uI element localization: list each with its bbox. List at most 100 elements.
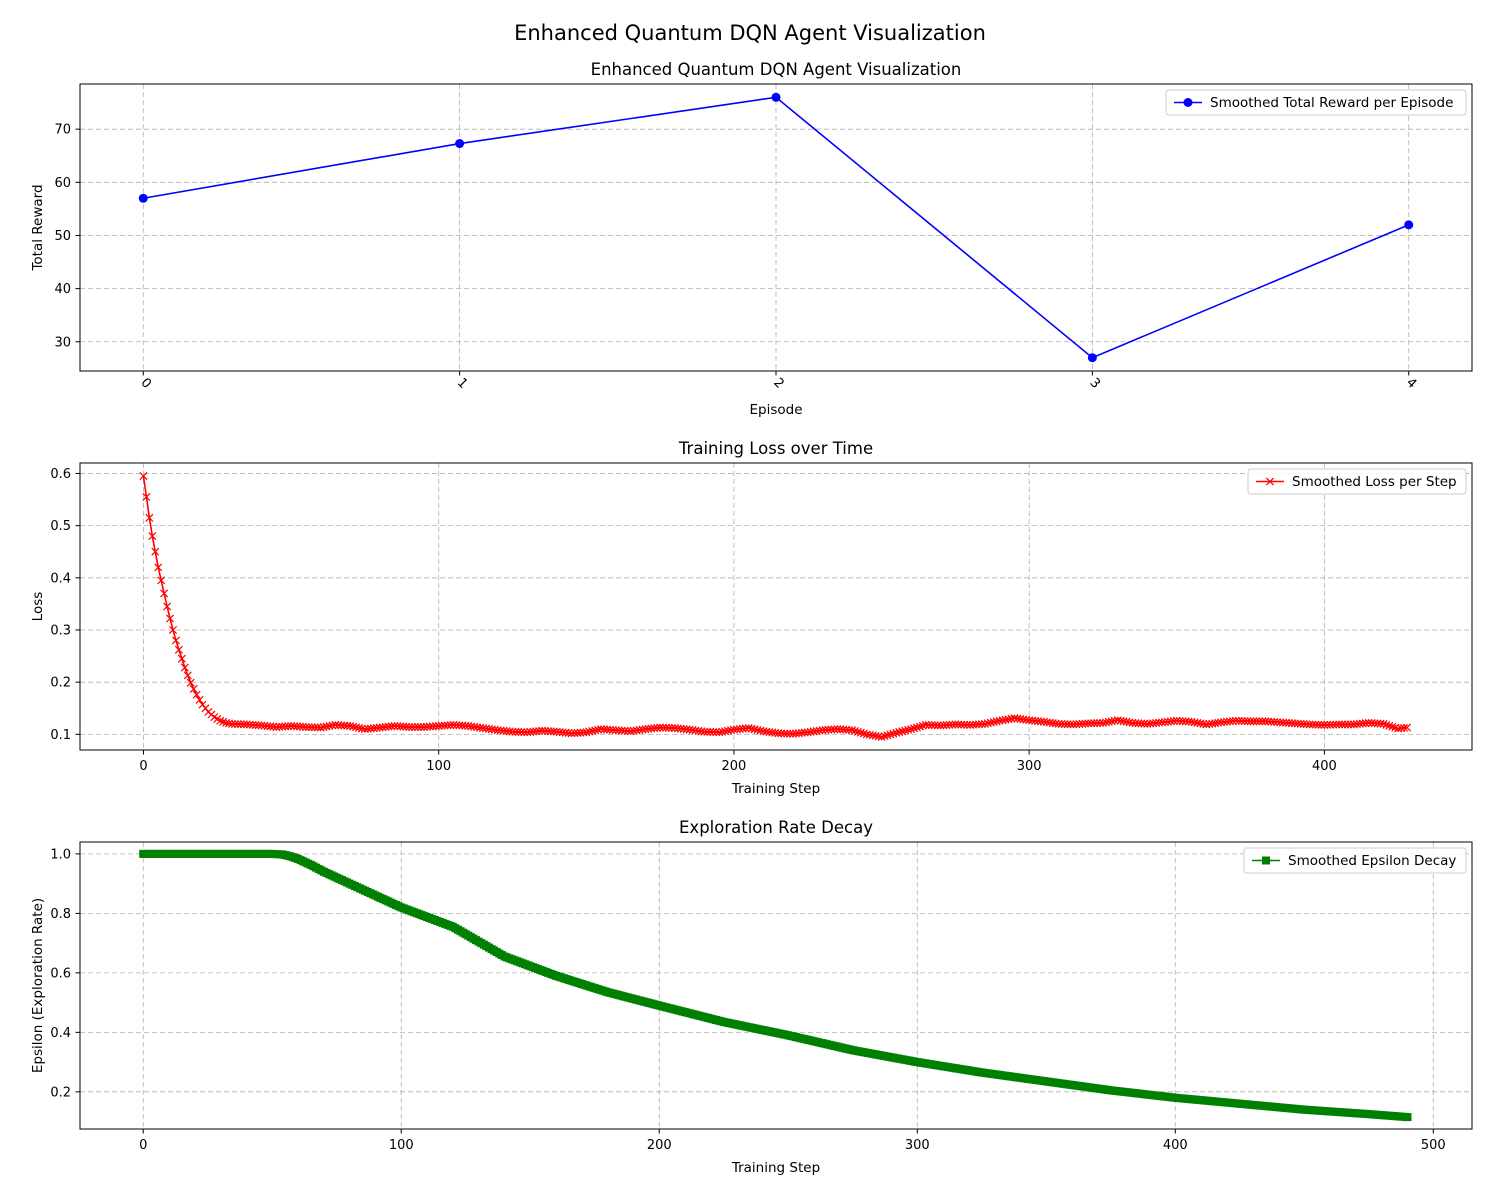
data-point xyxy=(915,722,924,731)
legend: Smoothed Loss per Step xyxy=(1247,468,1467,495)
data-point xyxy=(774,729,783,738)
y-tick-label: 70 xyxy=(54,123,71,138)
legend-marker xyxy=(1262,856,1270,865)
data-point xyxy=(138,193,148,203)
data-point xyxy=(912,723,921,732)
data-point xyxy=(1234,716,1243,725)
data-point xyxy=(1258,717,1267,726)
x-tick-label: 400 xyxy=(1312,759,1337,774)
data-point xyxy=(1388,722,1397,731)
data-point xyxy=(151,547,160,556)
data-point xyxy=(1382,720,1391,729)
data-point xyxy=(148,532,157,541)
data-point xyxy=(886,730,895,739)
legend: Smoothed Epsilon Decay xyxy=(1243,847,1467,874)
data-point xyxy=(1199,719,1208,728)
chart-title: Training Loss over Time xyxy=(678,439,873,458)
data-point xyxy=(850,726,859,736)
data-point xyxy=(180,663,189,672)
data-point xyxy=(664,723,674,732)
data-point xyxy=(1087,353,1097,363)
data-point xyxy=(963,720,972,729)
y-tick-label: 40 xyxy=(54,282,71,297)
data-point xyxy=(703,727,712,736)
series-square xyxy=(139,849,1412,1122)
data-point xyxy=(284,722,293,731)
legend-label: Smoothed Loss per Step xyxy=(1292,474,1457,490)
data-point xyxy=(1305,720,1314,729)
data-point xyxy=(233,720,242,729)
data-point xyxy=(142,492,151,501)
legend-box xyxy=(1165,89,1467,116)
legend-marker xyxy=(1183,98,1193,107)
data-point xyxy=(1252,717,1261,726)
data-point xyxy=(564,728,573,738)
plot-frame xyxy=(79,462,1473,751)
data-point xyxy=(1110,716,1119,725)
data-point xyxy=(921,720,930,729)
x-tick-label: 1 xyxy=(454,375,470,391)
data-point xyxy=(1255,717,1264,726)
data-point xyxy=(859,729,868,738)
legend-box xyxy=(1243,847,1467,874)
plot-frame xyxy=(79,83,1473,372)
data-point xyxy=(930,721,939,730)
data-point xyxy=(183,671,192,680)
data-point xyxy=(901,726,910,735)
data-point xyxy=(1329,720,1338,729)
legend: Smoothed Total Reward per Episode xyxy=(1165,89,1467,116)
data-point xyxy=(780,729,789,738)
data-point xyxy=(662,723,671,732)
data-point xyxy=(909,724,919,733)
data-point xyxy=(514,727,523,736)
data-point xyxy=(1063,720,1072,729)
legend-label: Smoothed Epsilon Decay xyxy=(1288,853,1456,869)
data-point xyxy=(1057,719,1066,729)
x-axis-label: Episode xyxy=(749,402,802,418)
data-point xyxy=(1140,719,1149,728)
data-point xyxy=(160,589,169,598)
chart-3: Exploration Rate Decay 0 100 200 300 400 500 0.… xyxy=(30,818,1473,1176)
y-tick-label: 0.6 xyxy=(50,467,71,482)
data-point xyxy=(414,723,423,732)
y-axis-label: Epsilon (Exploration Rate) xyxy=(30,898,46,1073)
data-point xyxy=(511,727,520,736)
chart-2: Training Loss over Time 0 100 200 300 400 0.1 0… xyxy=(30,439,1473,797)
data-point xyxy=(656,723,665,732)
y-tick-label: 0.6 xyxy=(50,966,71,981)
data-point xyxy=(895,728,904,737)
data-point xyxy=(189,684,198,693)
data-point xyxy=(269,722,278,731)
data-point xyxy=(877,732,886,741)
data-point xyxy=(960,720,969,729)
data-point xyxy=(1084,719,1093,728)
data-point xyxy=(177,654,186,663)
data-point xyxy=(171,636,180,645)
data-point xyxy=(230,719,240,729)
y-tick-label: 0.2 xyxy=(50,1085,71,1100)
data-point xyxy=(1326,720,1335,729)
data-point xyxy=(402,722,411,731)
x-tick-label: 100 xyxy=(426,759,451,774)
x-tick-label: 0 xyxy=(139,1138,147,1153)
data-point xyxy=(411,723,420,732)
y-tick-label: 0.8 xyxy=(50,907,71,922)
data-point xyxy=(623,726,632,736)
data-point xyxy=(830,725,839,734)
data-point xyxy=(1379,719,1388,728)
x-tick-label: 0 xyxy=(138,375,154,391)
data-point xyxy=(1246,717,1255,726)
y-tick-label: 0.1 xyxy=(50,728,71,743)
data-point xyxy=(1385,721,1394,730)
data-point xyxy=(145,513,154,522)
series-circle xyxy=(138,92,1414,363)
data-point xyxy=(535,726,544,736)
x-tick-label: 300 xyxy=(905,1138,930,1153)
data-point xyxy=(186,678,195,687)
data-point xyxy=(951,720,960,729)
data-point xyxy=(853,727,862,736)
legend-box xyxy=(1247,468,1467,495)
data-point xyxy=(777,729,786,738)
x-tick-label: 2 xyxy=(770,375,786,391)
